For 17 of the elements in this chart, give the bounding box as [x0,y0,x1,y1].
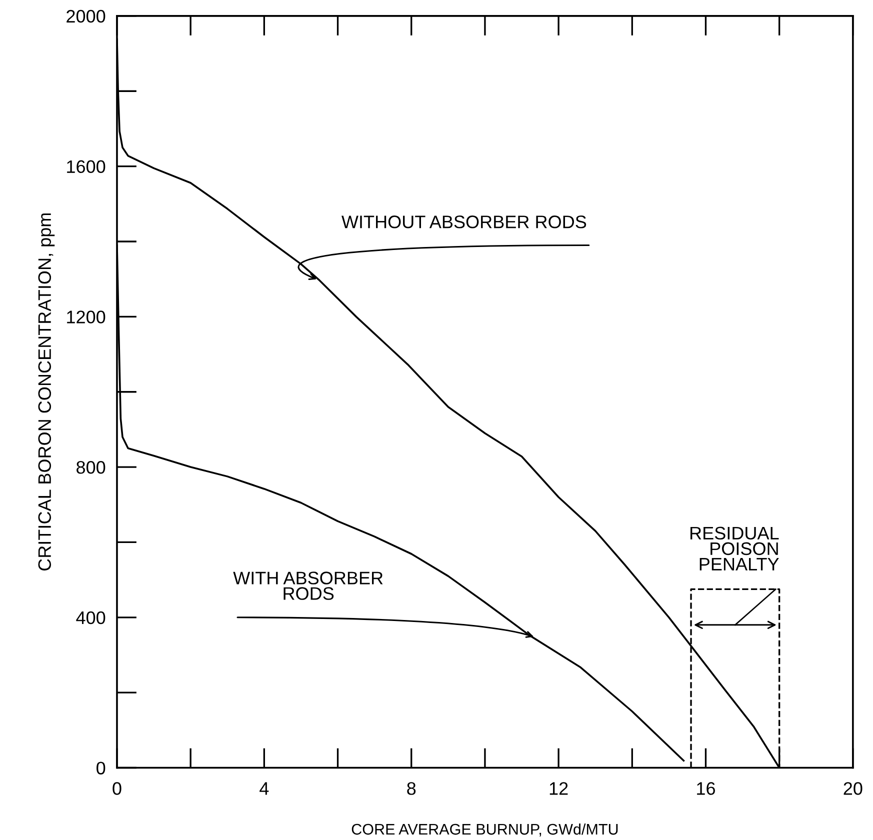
x-axis-title: CORE AVERAGE BURNUP, GWd/MTU [352,823,618,837]
x-tick-label: 12 [550,782,568,795]
x-tick-label: 16 [697,782,715,795]
y-tick-label: 1200 [67,310,106,324]
y-tick-label: 1600 [67,160,106,174]
annotation: WITH ABSORBER RODS [233,572,383,600]
x-tick-label: 20 [844,782,862,795]
x-tick-label: 8 [407,782,416,795]
y-tick-label: 400 [76,611,106,624]
y-tick-label: 2000 [66,10,106,23]
annotation: RESIDUAL POISON PENALTY [690,526,779,570]
y-axis-title: CRITICAL BORON CONCENTRATION, ppm [38,213,55,571]
annotation: WITHOUT ABSORBER RODS [342,216,586,228]
y-tick-label: 800 [76,460,106,474]
x-tick-label: 0 [112,782,122,795]
y-tick-label: 0 [96,762,106,774]
x-tick-label: 4 [260,782,269,795]
